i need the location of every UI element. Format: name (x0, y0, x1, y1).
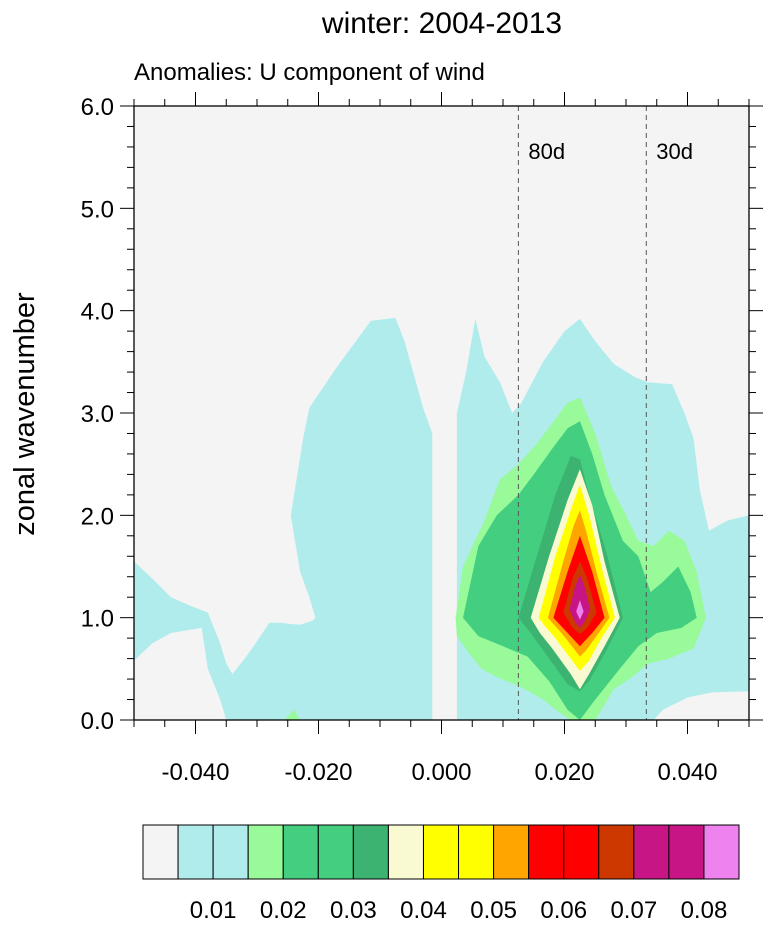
x-tick-label: -0.020 (284, 759, 352, 786)
y-tick-label: 4.0 (81, 299, 114, 326)
y-tick-label: 5.0 (81, 196, 114, 223)
colorbar-box-13 (598, 824, 635, 880)
colorbar-label: 0.07 (610, 897, 657, 924)
colorbar-label: 0.08 (681, 897, 728, 924)
reference-line-label-30d: 30d (656, 139, 693, 164)
colorbar-box-12 (563, 824, 600, 880)
x-tick-label: 0.000 (411, 759, 471, 786)
colorbar-box-6 (352, 824, 389, 880)
colorbar-label: 0.05 (470, 897, 517, 924)
contour-level-2-region-1 (284, 709, 301, 720)
colorbar-box-2 (212, 824, 249, 880)
y-tick-label: 0.0 (81, 708, 114, 735)
colorbar-label: 0.03 (330, 897, 377, 924)
colorbar-box-0 (142, 824, 179, 880)
y-tick-label: 6.0 (81, 94, 114, 121)
y-tick-label: 1.0 (81, 606, 114, 633)
colorbar-box-16 (703, 824, 740, 880)
colorbar-box-11 (528, 824, 565, 880)
colorbar-box-4 (282, 824, 319, 880)
chart-subtitle: Anomalies: U component of wind (134, 59, 485, 86)
colorbar-box-8 (422, 824, 460, 880)
colorbar-box-7 (387, 824, 424, 880)
colorbar-box-3 (247, 824, 284, 880)
contour-fills (134, 317, 749, 720)
y-tick-label: 2.0 (81, 503, 114, 530)
colorbar-box-15 (668, 824, 705, 880)
colorbar-box-14 (633, 824, 670, 880)
colorbar-box-1 (177, 824, 214, 880)
colorbar-label: 0.04 (400, 897, 447, 924)
colorbar-label: 0.01 (190, 897, 237, 924)
x-tick-label: 0.040 (657, 759, 717, 786)
colorbar-box-10 (493, 824, 530, 880)
chart-title: winter: 2004-2013 (321, 7, 562, 40)
x-tick-label: -0.040 (161, 759, 229, 786)
plot-area: 80d 30d 0.0 1.0 2.0 3.0 4.0 5.0 6.0 -0.040 -0.020 0… (81, 92, 763, 786)
y-tick-label: 3.0 (81, 401, 114, 428)
reference-line-label-80d: 80d (528, 139, 565, 164)
x-tick-label: 0.020 (534, 759, 594, 786)
contour-level-11-region-0 (576, 600, 584, 620)
contour-level-1-region-0 (134, 627, 227, 720)
colorbar-box-5 (317, 824, 354, 880)
colorbar-label: 0.02 (260, 897, 307, 924)
colorbar-box-9 (458, 824, 495, 880)
colorbar: 0.01 0.02 0.03 0.04 0.05 0.06 0.07 0.08 (142, 824, 740, 924)
contour-level-1-region-1 (653, 691, 749, 720)
colorbar-label: 0.06 (540, 897, 587, 924)
y-axis-label: zonal wavenumber (9, 292, 41, 536)
contour-level-0-region-0 (134, 317, 433, 720)
